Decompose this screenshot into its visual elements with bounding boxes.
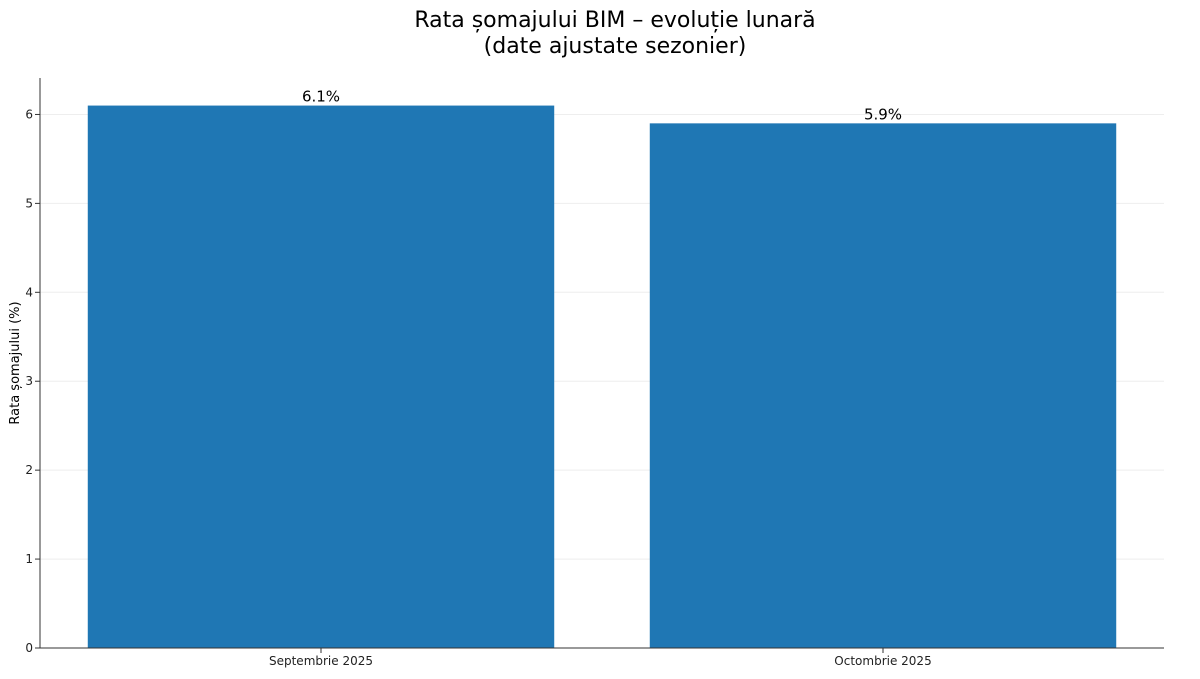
bar-value-label: 5.9% xyxy=(864,105,902,123)
bar xyxy=(87,105,555,649)
y-ticks: 0 1 2 3 4 5 6 xyxy=(25,107,40,655)
bar-value-labels: 6.1% 5.9% xyxy=(302,88,902,124)
x-tick-label: Octombrie 2025 xyxy=(834,654,931,668)
axes xyxy=(39,78,1164,649)
bar xyxy=(649,123,1117,648)
chart-title-line-1: Rata șomajului BIM – evoluție lunară xyxy=(414,8,815,33)
y-tick-label: 4 xyxy=(25,285,33,299)
bar-value-label: 6.1% xyxy=(302,88,340,106)
x-ticks: Septembrie 2025 Octombrie 2025 xyxy=(269,648,932,668)
x-tick-label: Septembrie 2025 xyxy=(269,654,373,668)
chart-title-line-2: (date ajustate sezonier) xyxy=(484,34,747,59)
bars xyxy=(87,105,1117,649)
y-axis-label: Rata șomajului (%) xyxy=(8,301,23,424)
y-tick-label: 0 xyxy=(25,641,33,655)
chart-title: Rata șomajului BIM – evoluție lunară (da… xyxy=(414,8,815,59)
y-tick-label: 5 xyxy=(25,196,33,210)
y-tick-label: 3 xyxy=(25,374,33,388)
y-tick-label: 2 xyxy=(25,463,33,477)
y-tick-label: 6 xyxy=(25,107,33,121)
y-tick-label: 1 xyxy=(25,552,33,566)
